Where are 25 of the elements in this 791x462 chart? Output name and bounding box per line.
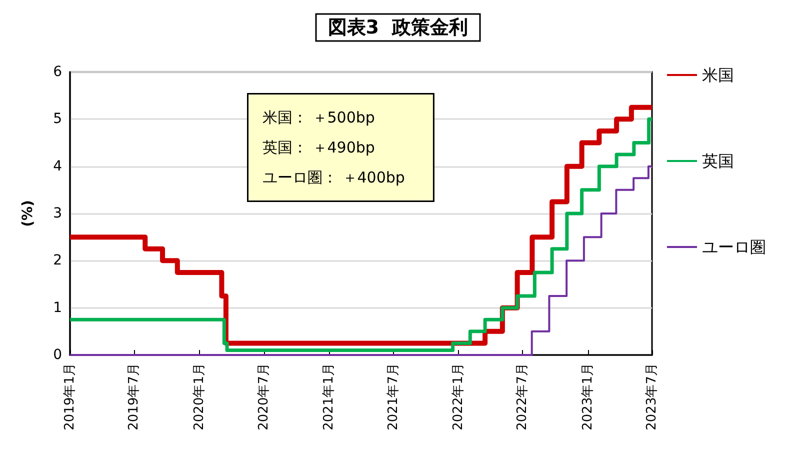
y-tick-label: 5 <box>53 111 62 128</box>
chart-title: 図表3 政策金利 <box>328 16 468 38</box>
x-tick-label: 2022年7月 <box>515 363 530 430</box>
x-tick-label: 2021年1月 <box>322 363 337 430</box>
annotation: 米国： ＋500bp <box>262 108 375 126</box>
legend-label: 米国 <box>702 66 734 84</box>
x-tick-label: 2022年1月 <box>450 363 466 430</box>
y-axis-title: (%) <box>20 200 36 227</box>
legend-label: ユーロ圏 <box>702 238 766 256</box>
x-tick-label: 2020年1月 <box>192 363 207 430</box>
legend-label: 英国 <box>702 152 734 170</box>
annotation: ユーロ圏： ＋400bp <box>262 168 405 186</box>
x-tick-label: 2023年1月 <box>580 363 596 430</box>
y-tick-label: 2 <box>53 252 62 269</box>
y-tick-label: 4 <box>53 158 62 174</box>
x-tick-label: 2019年1月 <box>62 363 78 430</box>
y-tick-label: 0 <box>53 347 62 363</box>
annotation: 英国： ＋490bp <box>262 138 375 156</box>
y-tick-label: 6 <box>53 64 62 80</box>
y-tick-label: 1 <box>53 300 62 316</box>
x-tick-label: 2023年7月 <box>644 363 660 430</box>
x-tick-label: 2019年7月 <box>126 363 142 430</box>
x-tick-label: 2021年7月 <box>386 363 401 430</box>
y-tick-label: 3 <box>53 206 62 222</box>
x-tick-label: 2020年7月 <box>256 363 272 430</box>
